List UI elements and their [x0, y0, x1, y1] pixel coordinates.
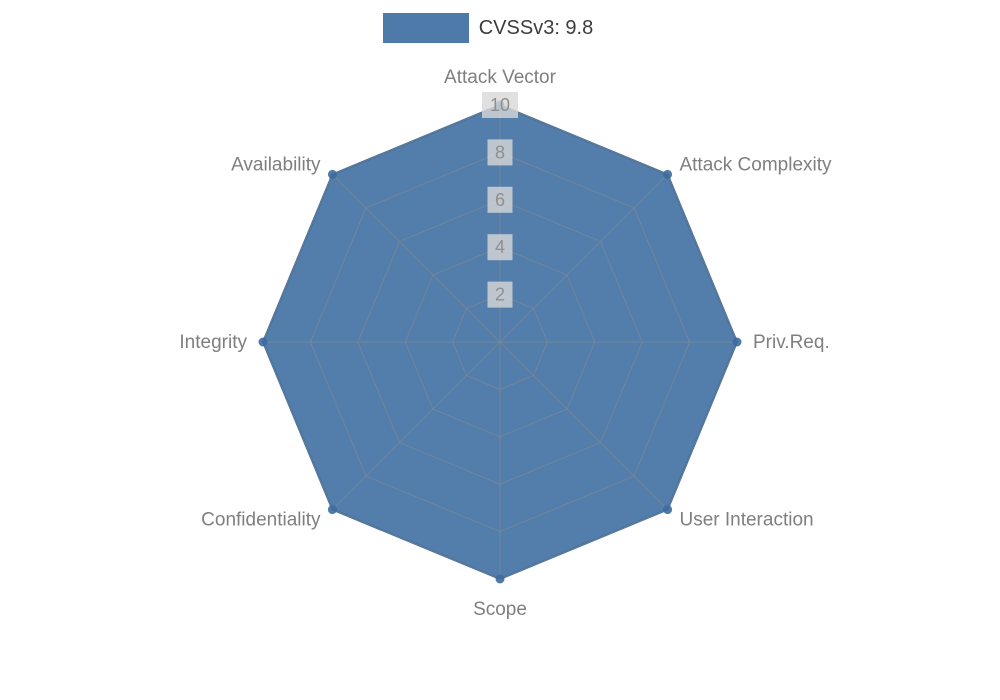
tick-label-10: 10 — [490, 95, 510, 115]
axis-label-integrity: Integrity — [179, 332, 247, 353]
series-point-priv-req — [732, 337, 742, 347]
tick-label-6: 6 — [495, 190, 505, 210]
legend-swatch — [382, 13, 469, 43]
axis-label-scope: Scope — [473, 599, 527, 620]
legend-label: CVSSv3: 9.8 — [478, 16, 594, 39]
axis-label-priv-req: Priv.Req. — [753, 332, 830, 353]
series-point-confidentiality — [327, 505, 337, 515]
axis-spoke-user-interaction — [499, 341, 668, 510]
series-point-scope — [495, 574, 505, 584]
series-point-attack-complexity — [663, 169, 673, 179]
axis-spoke-availability — [332, 174, 501, 343]
tick-label-4: 4 — [495, 237, 505, 257]
axis-spoke-attack-complexity — [499, 174, 668, 343]
axis-spoke-confidentiality — [332, 341, 501, 510]
tick-label-2: 2 — [495, 285, 505, 305]
legend: CVSSv3: 9.8 — [0, 13, 988, 43]
tick-bg-2 — [487, 281, 513, 308]
axis-label-availability: Availability — [231, 155, 321, 176]
axis-label-confidentiality: Confidentiality — [201, 509, 321, 530]
tick-bg-6 — [487, 186, 513, 213]
series-point-availability — [327, 169, 337, 179]
axis-label-attack-vector: Attack Vector — [444, 67, 557, 88]
tick-label-8: 8 — [495, 142, 505, 162]
axis-label-attack-complexity: Attack Complexity — [679, 155, 832, 176]
axis-label-user-interaction: User Interaction — [679, 509, 813, 530]
series-point-user-interaction — [663, 505, 673, 515]
series-point-integrity — [258, 337, 268, 347]
tick-bg-8 — [487, 139, 513, 166]
tick-bg-4 — [487, 234, 513, 261]
tick-bg-10 — [482, 92, 518, 118]
